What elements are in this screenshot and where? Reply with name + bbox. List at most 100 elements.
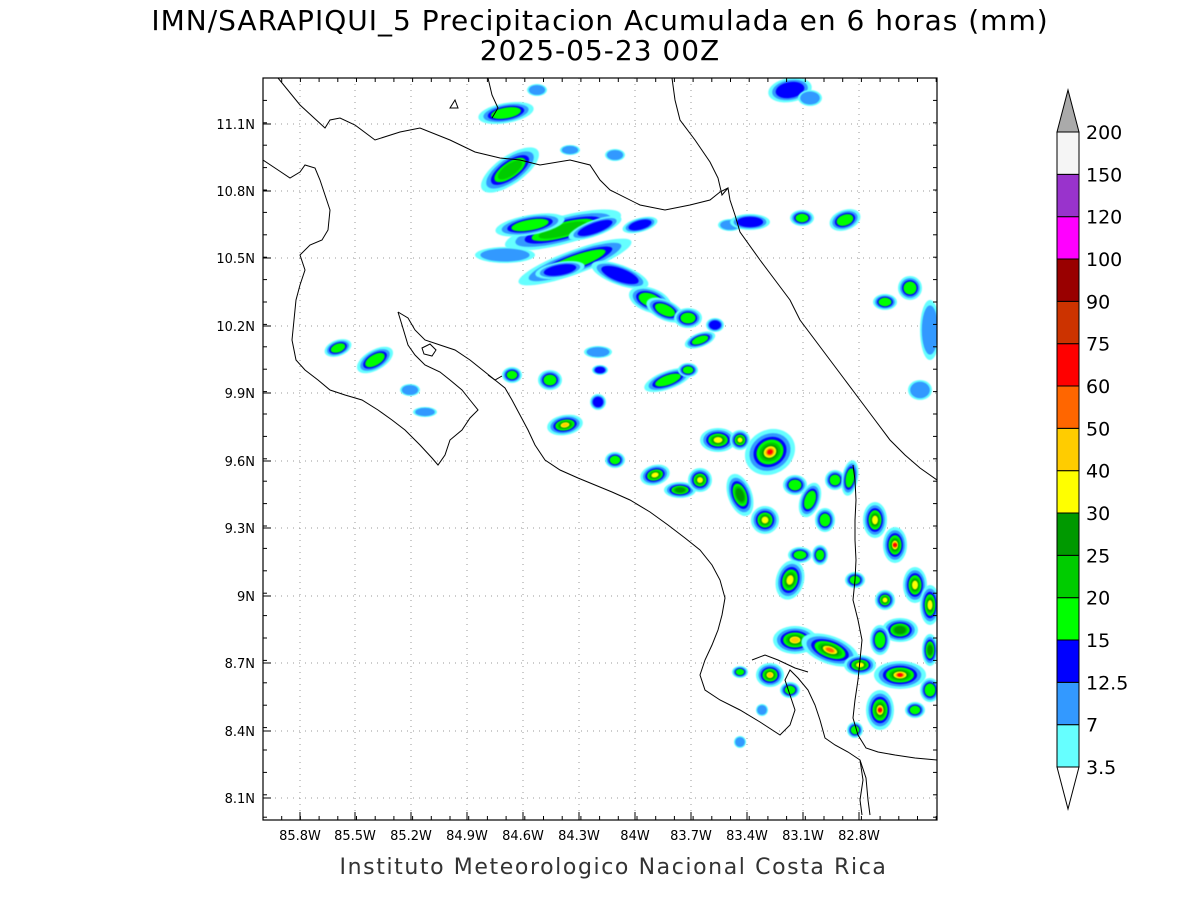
colorbar-label: 25	[1086, 545, 1110, 567]
rain-contour	[795, 213, 809, 223]
x-tick-label: 85.8W	[279, 829, 321, 844]
lake-nicaragua-islet	[449, 98, 459, 109]
footer-credit: Instituto Meteorologico Nacional Costa R…	[339, 855, 888, 880]
rain-contour	[878, 297, 892, 307]
panama-border	[852, 464, 937, 761]
rain-contour	[872, 515, 878, 525]
rain-cell	[605, 452, 625, 468]
x-tick-label: 84.6W	[502, 829, 544, 844]
rain-cell	[730, 430, 750, 450]
y-tick-label: 10.2N	[216, 320, 255, 335]
rain-contour	[365, 352, 385, 368]
colorbar-label: 100	[1086, 249, 1122, 271]
rain-contour	[682, 366, 694, 374]
rain-contour	[651, 472, 659, 478]
rain-cell	[751, 506, 779, 534]
rain-cell	[798, 90, 822, 106]
colorbar-label: 150	[1086, 164, 1122, 186]
rain-contour	[927, 600, 933, 610]
rain-cell	[504, 209, 622, 251]
colorbar-swatch	[1056, 131, 1080, 175]
rain-contour	[654, 303, 676, 317]
rain-cell	[560, 145, 580, 155]
colorbar-swatch	[1056, 343, 1080, 387]
rain-contour	[767, 449, 773, 455]
x-tick-label: 85.2W	[390, 829, 432, 844]
rain-cell	[841, 460, 859, 496]
x-tick-label: 84W	[620, 829, 650, 844]
rain-cell	[920, 300, 937, 360]
x-tick-label: 82.8W	[838, 829, 880, 844]
colorbar-swatch	[1056, 554, 1080, 599]
rain-contour	[897, 673, 903, 677]
rain-contour	[845, 468, 855, 488]
rain-cell	[732, 666, 748, 678]
y-tick-label: 9.9N	[225, 387, 255, 402]
precipitation-field	[324, 78, 937, 748]
rain-cell	[590, 394, 606, 410]
rain-contour	[815, 549, 825, 561]
y-tick-label: 8.4N	[225, 725, 255, 740]
x-tick-label: 85.5W	[334, 829, 376, 844]
rain-contour	[586, 347, 610, 357]
rain-contour	[790, 637, 800, 643]
rain-cell	[706, 318, 724, 332]
rain-contour	[921, 305, 937, 355]
rain-contour	[709, 320, 721, 330]
rain-contour	[737, 437, 743, 443]
rain-contour	[878, 708, 882, 712]
rain-cell	[356, 346, 394, 374]
y-tick-label: 10.5N	[216, 252, 255, 267]
x-tick-label: 83.4W	[726, 829, 768, 844]
rain-cell	[798, 482, 822, 518]
rain-cell	[815, 508, 835, 532]
rain-contour	[909, 705, 921, 715]
rain-cell	[413, 407, 437, 417]
colorbar-label: 15	[1086, 630, 1110, 652]
x-tick-label: 83.1W	[782, 829, 824, 844]
rain-cell	[812, 545, 828, 565]
colorbar-label: 20	[1086, 588, 1110, 610]
rain-contour	[691, 335, 709, 345]
osa-peninsula	[751, 654, 809, 673]
rain-cell	[783, 475, 807, 495]
rain-contour	[713, 437, 723, 443]
colorbar-swatch	[1056, 470, 1080, 514]
rain-cell	[790, 210, 814, 226]
rain-contour	[506, 370, 518, 380]
rain-contour	[924, 683, 936, 697]
caribbean-coast	[671, 78, 937, 481]
map-subtitle-date: 2025-05-23 00Z	[479, 34, 721, 67]
rain-cell	[873, 294, 897, 310]
rain-contour	[655, 373, 681, 387]
map-gridlines	[263, 78, 937, 820]
rain-cell	[922, 634, 937, 666]
rain-cell	[775, 560, 805, 600]
rain-cell	[684, 331, 716, 349]
rain-cell	[744, 428, 796, 476]
rain-contour	[786, 575, 794, 585]
colorbar-upper-arrow	[1056, 88, 1080, 133]
rain-contour	[893, 543, 897, 547]
rain-cell	[592, 365, 608, 375]
colorbar-swatch	[1056, 173, 1080, 218]
colorbar-label: 120	[1086, 207, 1122, 229]
coastlines-borders	[263, 78, 937, 816]
rain-contour	[735, 488, 745, 502]
rain-contour	[882, 597, 888, 603]
rain-contour	[836, 214, 854, 226]
rain-cell	[756, 704, 768, 716]
rain-contour	[415, 407, 435, 417]
rain-contour	[793, 550, 807, 560]
rain-contour	[592, 396, 604, 408]
y-axis-labels: 11.1N 10.8N 10.5N 10.2N 9.9N 9.6N 9.3N 9N 8.7N 8.…	[216, 118, 255, 807]
rain-contour	[561, 145, 579, 155]
rain-cell	[535, 261, 585, 279]
rain-cell	[903, 567, 927, 603]
rain-cell	[678, 363, 698, 377]
colorbar: 3.5 7 12.5 15 20 25 30 40 50 60 75 90 100 120 150 200	[1056, 88, 1128, 811]
x-tick-label: 84.9W	[446, 829, 488, 844]
rain-contour	[735, 737, 745, 747]
rain-contour	[528, 85, 546, 95]
rain-contour	[775, 81, 805, 99]
